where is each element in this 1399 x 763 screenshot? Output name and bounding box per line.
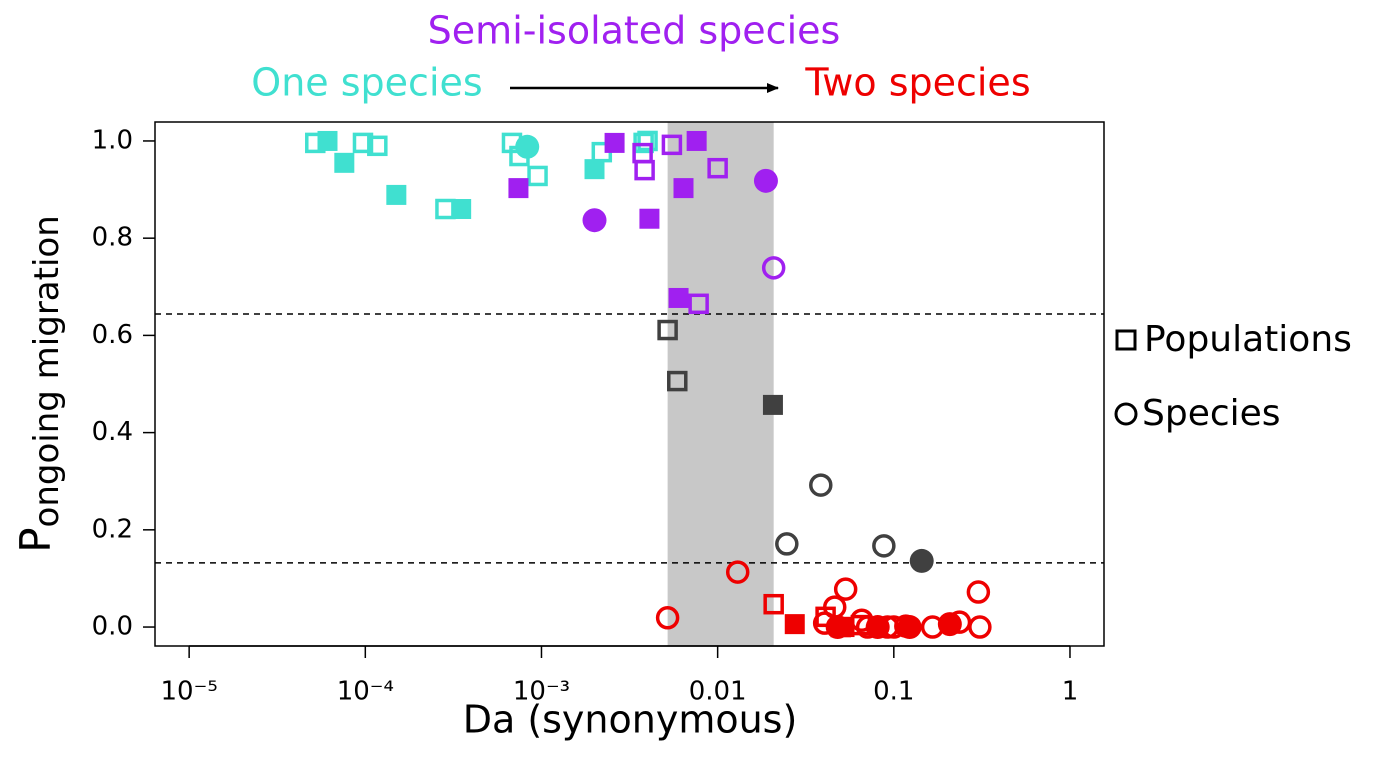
point bbox=[865, 615, 890, 640]
legend-square bbox=[1115, 329, 1137, 351]
y-tick-label: 0.0 bbox=[92, 612, 133, 642]
point bbox=[435, 198, 456, 220]
point bbox=[761, 256, 786, 280]
point bbox=[673, 178, 694, 199]
point bbox=[688, 293, 709, 315]
point bbox=[909, 548, 934, 573]
point bbox=[833, 577, 858, 601]
x-tick-label: 1 bbox=[1062, 677, 1079, 707]
point bbox=[508, 178, 529, 199]
x-tick-label: 0.1 bbox=[873, 677, 914, 707]
point bbox=[657, 319, 678, 341]
legend-label: Species bbox=[1142, 393, 1281, 434]
point bbox=[667, 370, 688, 392]
point bbox=[762, 394, 783, 415]
point bbox=[582, 208, 607, 233]
point bbox=[763, 593, 784, 615]
point bbox=[725, 560, 750, 584]
legend-label: Populations bbox=[1144, 319, 1352, 360]
point bbox=[655, 606, 680, 630]
point bbox=[707, 157, 728, 179]
point bbox=[305, 132, 326, 154]
x-tick-label: 10⁻⁵ bbox=[161, 677, 218, 707]
point bbox=[634, 159, 655, 181]
y-tick-label: 0.4 bbox=[92, 417, 133, 447]
point bbox=[686, 130, 707, 151]
y-tick-label: 0.8 bbox=[92, 223, 133, 253]
point bbox=[834, 617, 855, 638]
point bbox=[334, 152, 355, 173]
point bbox=[966, 580, 991, 604]
point bbox=[809, 473, 833, 497]
y-axis-title-main: P bbox=[11, 527, 60, 552]
point bbox=[784, 614, 805, 635]
point bbox=[937, 612, 962, 637]
shaded-band bbox=[667, 122, 774, 646]
legend-circle bbox=[1114, 402, 1138, 426]
annotation: One species bbox=[251, 61, 482, 105]
point bbox=[367, 135, 388, 157]
y-tick-label: 0.2 bbox=[92, 514, 133, 544]
point bbox=[515, 134, 540, 159]
point bbox=[584, 159, 605, 180]
y-tick-label: 0.6 bbox=[92, 320, 133, 350]
x-tick-label: 10⁻³ bbox=[513, 677, 570, 707]
point bbox=[386, 184, 407, 205]
point bbox=[352, 132, 374, 154]
point bbox=[604, 132, 625, 153]
x-axis-title: Da (synonymous) bbox=[463, 698, 798, 742]
point bbox=[637, 130, 658, 152]
annotation: Semi-isolated species bbox=[428, 9, 841, 53]
point bbox=[639, 208, 660, 229]
point bbox=[968, 615, 992, 639]
point bbox=[451, 199, 472, 220]
point bbox=[661, 134, 683, 156]
point bbox=[775, 532, 799, 556]
point bbox=[668, 287, 689, 308]
y-axis-title: Pongoing migration bbox=[11, 215, 67, 553]
x-tick-label: 10⁻⁴ bbox=[337, 677, 394, 707]
y-axis-title-sub: ongoing migration bbox=[27, 215, 67, 527]
x-tick-label: 0.01 bbox=[689, 677, 747, 707]
annotation: Two species bbox=[804, 61, 1030, 105]
y-tick-label: 1.0 bbox=[92, 125, 133, 155]
point bbox=[872, 534, 896, 558]
point bbox=[527, 165, 548, 187]
point bbox=[753, 168, 778, 193]
point bbox=[897, 615, 922, 640]
plot-frame bbox=[154, 121, 1105, 647]
